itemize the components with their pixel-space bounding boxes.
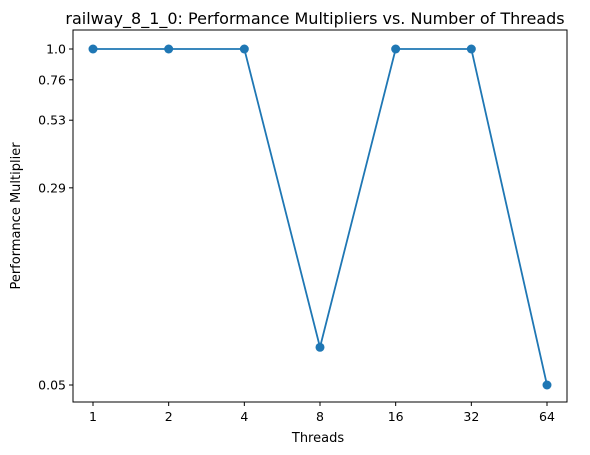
- y-axis-label: Performance Multiplier: [9, 142, 24, 290]
- series-points: [88, 44, 552, 390]
- y-axis: 1.0 0.76 0.53 0.29 0.05: [38, 42, 73, 393]
- data-point: [88, 44, 98, 54]
- y-tick-label: 1.0: [46, 42, 66, 57]
- x-tick-label: 4: [240, 409, 248, 424]
- y-tick-label: 0.05: [38, 378, 66, 393]
- data-point: [164, 44, 174, 54]
- y-tick-label: 0.53: [38, 113, 66, 128]
- x-tick-label: 64: [539, 409, 555, 424]
- x-axis: 1 2 4 8 16 32 64: [89, 402, 555, 424]
- y-tick-label: 0.29: [38, 180, 66, 195]
- data-point: [391, 44, 401, 54]
- y-tick-label: 0.76: [38, 72, 66, 87]
- data-point: [239, 44, 249, 54]
- x-tick-label: 32: [463, 409, 479, 424]
- x-tick-label: 2: [165, 409, 173, 424]
- x-tick-label: 8: [316, 409, 324, 424]
- data-point: [315, 342, 325, 352]
- x-axis-label: Threads: [291, 431, 344, 446]
- x-tick-label: 16: [388, 409, 404, 424]
- x-tick-label: 1: [89, 409, 97, 424]
- data-point: [542, 380, 552, 390]
- chart-title: railway_8_1_0: Performance Multipliers v…: [65, 9, 564, 29]
- data-point: [466, 44, 476, 54]
